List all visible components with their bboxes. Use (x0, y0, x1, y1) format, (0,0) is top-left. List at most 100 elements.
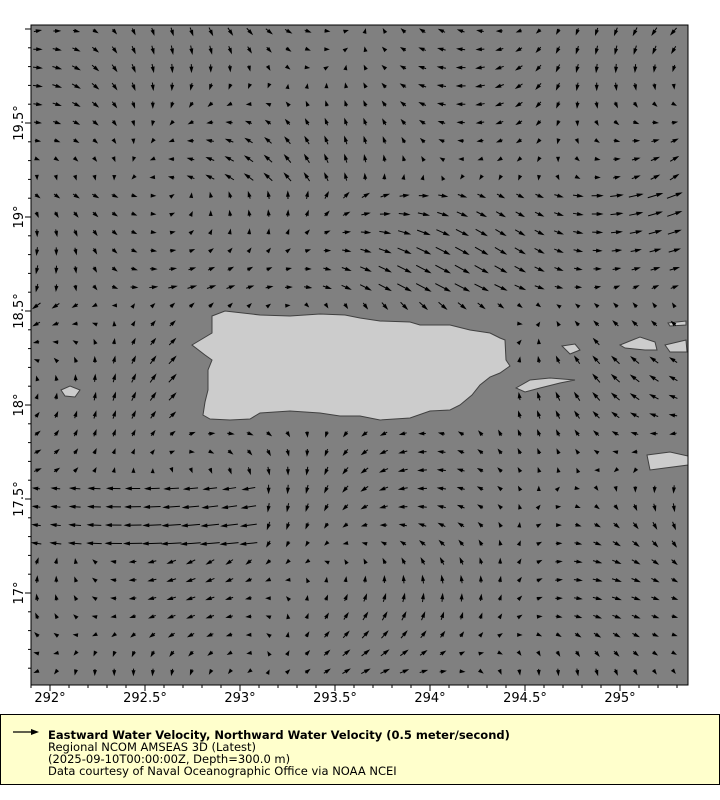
velocity-arrow (535, 302, 542, 308)
velocity-arrow (556, 304, 562, 309)
velocity-arrow (245, 285, 255, 290)
velocity-arrow (382, 154, 387, 162)
velocity-arrow (536, 541, 543, 547)
velocity-arrow (111, 467, 116, 473)
velocity-arrow (419, 669, 429, 674)
velocity-arrow (574, 504, 581, 509)
velocity-arrow (632, 540, 640, 547)
velocity-arrow (535, 64, 542, 72)
velocity-arrow (189, 82, 194, 91)
velocity-arrow (594, 156, 601, 161)
velocity-arrow (324, 210, 330, 217)
velocity-arrow (32, 339, 40, 344)
velocity-arrow (611, 355, 620, 365)
velocity-arrow (593, 302, 600, 309)
velocity-arrow (34, 211, 39, 219)
velocity-arrow (266, 540, 271, 548)
velocity-arrow (537, 156, 542, 163)
velocity-arrow (594, 119, 599, 127)
velocity-arrow (476, 29, 484, 34)
velocity-arrow (555, 429, 561, 437)
velocity-arrow (189, 449, 195, 454)
velocity-arrow (227, 45, 232, 55)
velocity-arrow (454, 283, 471, 292)
legend-credit: Data courtesy of Naval Oceanographic Off… (48, 764, 397, 778)
velocity-arrow (594, 285, 602, 290)
velocity-arrow (131, 28, 136, 36)
velocity-arrow (150, 248, 158, 253)
velocity-arrow (651, 614, 660, 619)
velocity-arrow (669, 173, 680, 181)
velocity-arrow (418, 540, 426, 546)
velocity-arrow (73, 211, 79, 218)
velocity-arrow (437, 120, 446, 125)
velocity-arrow (668, 248, 681, 253)
velocity-arrow (325, 100, 329, 107)
velocity-arrow (91, 64, 100, 72)
velocity-arrow (324, 191, 329, 199)
velocity-arrow (247, 467, 251, 476)
velocity-arrow (92, 138, 99, 144)
velocity-arrow (111, 211, 118, 217)
velocity-arrow (143, 504, 161, 509)
velocity-arrow (266, 503, 271, 513)
velocity-arrow (612, 559, 622, 565)
velocity-arrow (611, 431, 619, 436)
velocity-arrow (31, 504, 41, 509)
velocity-arrow (610, 230, 623, 235)
velocity-arrow (54, 229, 58, 238)
velocity-arrow (169, 302, 176, 309)
velocity-arrow (342, 467, 349, 475)
velocity-arrow (495, 28, 503, 33)
velocity-arrow (285, 596, 292, 602)
velocity-arrow (187, 285, 198, 290)
velocity-arrow (628, 193, 644, 198)
velocity-arrow (497, 613, 503, 620)
velocity-arrow (629, 412, 640, 418)
velocity-arrow (166, 577, 177, 582)
velocity-arrow (324, 630, 330, 638)
velocity-arrow (111, 338, 116, 345)
velocity-arrow (52, 65, 63, 70)
velocity-arrow (285, 631, 290, 638)
velocity-arrow (477, 156, 484, 161)
velocity-arrow (303, 153, 310, 164)
velocity-arrow (633, 467, 639, 474)
velocity-arrow (556, 467, 561, 473)
velocity-arrow (53, 174, 58, 181)
velocity-arrow (265, 303, 272, 309)
velocity-arrow (169, 450, 176, 455)
velocity-arrow (554, 193, 564, 198)
velocity-arrow (497, 633, 503, 638)
legend-dataset: Regional NCOM AMSEAS 3D (Latest) (48, 740, 257, 754)
velocity-arrow (441, 175, 446, 181)
velocity-arrow (397, 486, 408, 491)
velocity-arrow (227, 228, 232, 235)
velocity-arrow (67, 541, 82, 546)
velocity-arrow (201, 505, 219, 510)
land-vieques (514, 377, 576, 393)
velocity-arrow (436, 505, 446, 509)
velocity-arrow (418, 102, 427, 107)
velocity-arrow (652, 521, 658, 530)
velocity-arrow (379, 212, 391, 217)
velocity-arrow (648, 393, 659, 400)
x-tick-label: 293° (224, 691, 255, 706)
velocity-arrow (555, 504, 562, 509)
velocity-arrow (131, 467, 136, 473)
velocity-arrow (573, 248, 584, 253)
velocity-arrow (111, 448, 116, 455)
velocity-arrow (667, 211, 683, 217)
velocity-arrow (265, 577, 272, 582)
velocity-arrow (304, 285, 313, 290)
velocity-arrow (246, 650, 252, 655)
velocity-arrow (324, 466, 329, 476)
velocity-arrow (180, 541, 201, 546)
velocity-arrow (378, 265, 392, 273)
velocity-arrow (142, 523, 162, 528)
velocity-arrow (514, 83, 523, 90)
velocity-arrow (169, 27, 174, 37)
velocity-arrow (555, 174, 560, 181)
velocity-arrow (344, 172, 348, 181)
velocity-arrow (400, 28, 407, 34)
